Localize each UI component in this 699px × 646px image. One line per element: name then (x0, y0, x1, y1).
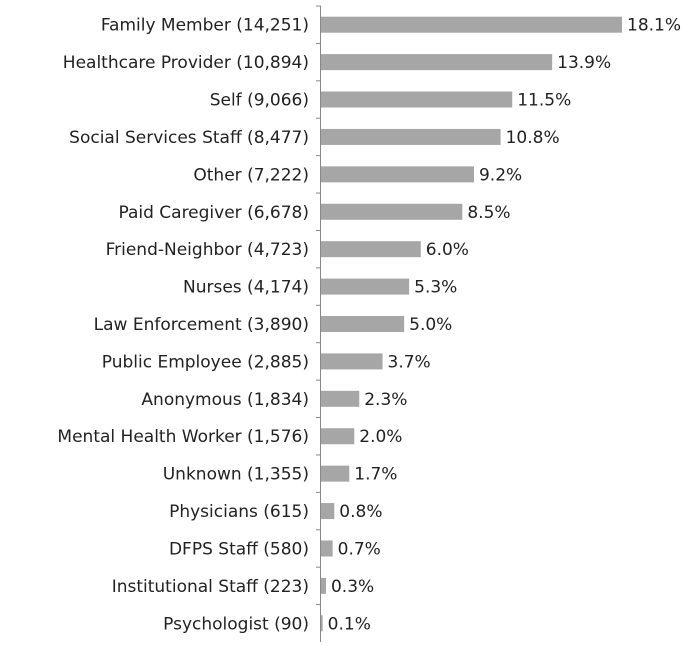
bar (321, 428, 355, 445)
category-label: Mental Health Worker (1,576) (57, 427, 309, 447)
bar (321, 465, 350, 482)
value-label: 1.7% (354, 465, 397, 485)
category-label: Friend-Neighbor (4,723) (106, 240, 309, 260)
bar (321, 203, 463, 220)
category-label: Healthcare Provider (10,894) (63, 53, 309, 73)
value-label: 2.0% (359, 427, 402, 447)
value-label: 2.3% (364, 390, 407, 410)
category-label: DFPS Staff (580) (169, 539, 309, 559)
bar (321, 166, 474, 183)
bar (321, 316, 405, 332)
category-label: Nurses (4,174) (183, 278, 309, 298)
category-label: Self (9,066) (210, 91, 309, 111)
value-label: 0.7% (338, 539, 381, 559)
bar (321, 241, 421, 258)
bar (321, 91, 513, 108)
bar (321, 390, 360, 407)
value-label: 10.8% (506, 128, 560, 148)
category-label: Anonymous (1,834) (141, 390, 309, 410)
value-label: 0.8% (339, 502, 382, 522)
bar (321, 577, 326, 594)
category-label: Law Enforcement (3,890) (94, 315, 309, 335)
value-label: 0.3% (331, 577, 374, 597)
bar (321, 278, 410, 295)
bar (321, 503, 335, 520)
category-label: Psychologist (90) (163, 614, 309, 634)
value-label: 9.2% (479, 165, 522, 185)
bar (321, 615, 323, 632)
value-label: 5.0% (409, 315, 452, 335)
category-label: Other (7,222) (193, 165, 309, 185)
category-label: Family Member (14,251) (101, 16, 309, 36)
value-label: 11.5% (517, 91, 571, 111)
value-label: 0.1% (328, 614, 371, 634)
bar (321, 54, 553, 71)
value-label: 5.3% (414, 278, 457, 298)
category-label: Public Employee (2,885) (102, 352, 309, 372)
bar (321, 353, 383, 370)
bar (321, 540, 333, 557)
value-label: 3.7% (388, 352, 431, 372)
category-label: Institutional Staff (223) (112, 577, 309, 597)
value-label: 6.0% (426, 240, 469, 260)
value-label: 8.5% (467, 203, 510, 223)
category-label: Paid Caregiver (6,678) (118, 203, 309, 223)
category-label: Unknown (1,355) (163, 465, 309, 485)
bar (321, 16, 622, 33)
value-label: 18.1% (627, 16, 681, 36)
value-label: 13.9% (557, 53, 611, 73)
category-label: Physicians (615) (169, 502, 309, 522)
category-label: Social Services Staff (8,477) (69, 128, 309, 148)
bar (321, 128, 501, 145)
